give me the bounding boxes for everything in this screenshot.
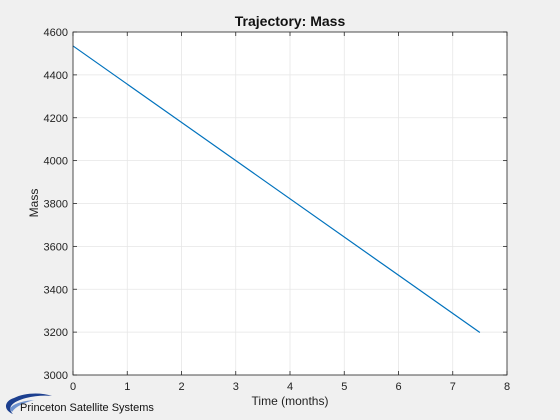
y-tick-label: 3400 [44,284,68,296]
princeton-satellite-systems-swoosh-icon [5,393,52,414]
x-tick-label: 1 [124,381,130,393]
x-tick-label: 7 [450,381,456,393]
y-tick-label: 4000 [44,156,68,168]
x-tick-labels: 0 1 2 3 4 5 6 7 8 [70,381,510,393]
y-axis-label: Mass [27,189,41,218]
x-axis-label: Time (months) [252,394,329,408]
grid-lines [72,31,508,376]
y-tick-label: 3000 [44,370,68,382]
y-tick-label: 3600 [44,241,68,253]
company-name: Princeton Satellite Systems [20,402,154,414]
y-tick-labels: 3000 3200 3400 3600 3800 4000 4200 4400 4600 [44,27,68,382]
y-tick-label: 3200 [44,327,68,339]
x-tick-label: 3 [233,381,239,393]
series-layer [72,45,481,334]
y-tick-label: 4400 [44,70,68,82]
tick-marks [72,31,508,376]
mass-series-line [72,45,481,334]
x-tick-label: 5 [341,381,347,393]
x-tick-label: 8 [504,381,510,393]
x-tick-label: 6 [395,381,401,393]
x-tick-label: 2 [178,381,184,393]
company-logo: Princeton Satellite Systems [5,393,154,414]
y-tick-label: 3800 [44,199,68,211]
x-tick-label: 0 [70,381,76,393]
y-tick-label: 4600 [44,27,68,39]
chart-title: Trajectory: Mass [235,13,346,29]
x-tick-label: 4 [287,381,293,393]
y-tick-label: 4200 [44,113,68,125]
